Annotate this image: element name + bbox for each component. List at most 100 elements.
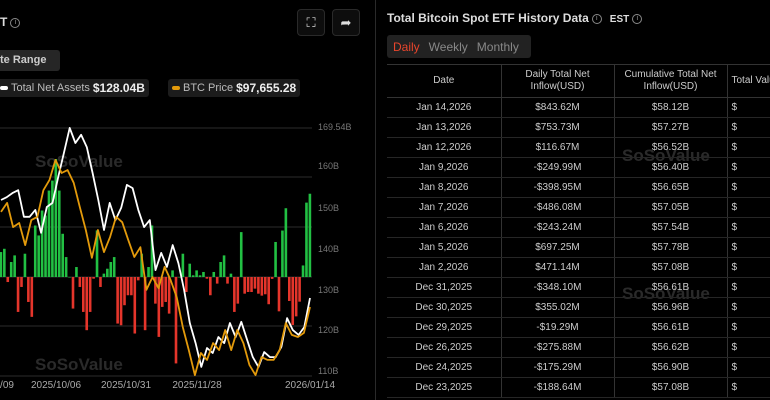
x-tick: 2025/11/28 xyxy=(172,380,222,391)
cell-cumulative-inflow: $56.62B xyxy=(614,337,728,358)
flow-bar xyxy=(102,273,106,277)
cell-date: Jan 2,2026 xyxy=(387,257,502,278)
flow-bar xyxy=(136,277,140,281)
flow-bar xyxy=(308,193,312,277)
flow-bar xyxy=(294,277,298,317)
cell-date: Jan 14,2026 xyxy=(387,97,502,118)
cell-total-value: $ xyxy=(727,377,770,398)
info-icon[interactable]: i xyxy=(591,13,602,24)
flow-bar xyxy=(270,277,274,279)
flow-bar xyxy=(263,277,267,295)
tab-monthly[interactable]: Monthly xyxy=(476,39,519,54)
cell-date: Jan 7,2026 xyxy=(387,197,502,218)
flow-bar xyxy=(198,275,202,277)
flow-bar xyxy=(250,277,253,292)
cell-date: Dec 26,2025 xyxy=(387,337,502,358)
flow-bar xyxy=(27,277,30,302)
flow-bar xyxy=(78,277,82,287)
x-tick: 2026/01/14 xyxy=(284,380,336,391)
flow-bar xyxy=(157,277,161,337)
cell-total-value: $ xyxy=(727,357,770,378)
table-row: Jan 7,2026 -$486.08M $57.05B $ xyxy=(387,197,770,218)
table-row: Jan 6,2026 -$243.24M $57.54B $ xyxy=(387,217,770,238)
flow-bar xyxy=(0,252,3,277)
flow-bar xyxy=(305,202,308,277)
flow-bar xyxy=(195,270,198,277)
flow-bar xyxy=(147,267,150,277)
cell-total-value: $ xyxy=(727,337,770,358)
flow-bar xyxy=(47,190,51,277)
flow-bar xyxy=(119,277,123,326)
table-row: Dec 26,2025 -$275.88M $56.62B $ xyxy=(387,337,770,358)
cell-cumulative-inflow: $57.08B xyxy=(614,257,728,278)
tab-daily[interactable]: Daily xyxy=(393,39,420,54)
column-header-cumulative-inflow[interactable]: Cumulative Total Net Inflow(USD) xyxy=(614,64,728,98)
flow-bar xyxy=(13,255,16,277)
cell-total-value: $ xyxy=(727,317,770,338)
flow-bar xyxy=(233,277,236,312)
cell-cumulative-inflow: $56.96B xyxy=(614,297,728,318)
cell-cumulative-inflow: $57.54B xyxy=(614,217,728,238)
cell-cumulative-inflow: $56.61B xyxy=(614,277,728,298)
share-icon: ➦ xyxy=(340,14,352,30)
flow-bar xyxy=(23,253,27,277)
flow-bar xyxy=(37,235,40,277)
flow-bar xyxy=(274,241,277,277)
legend-label: BTC Price xyxy=(183,82,234,94)
flow-bar xyxy=(178,277,181,278)
column-header-date[interactable]: Date xyxy=(387,64,502,98)
cell-total-value: $ xyxy=(727,297,770,318)
cell-total-value: $ xyxy=(727,277,770,298)
flow-bar xyxy=(95,230,99,277)
flow-bar xyxy=(85,277,89,331)
cell-date: Jan 13,2026 xyxy=(387,117,502,138)
cell-date: Jan 12,2026 xyxy=(387,137,502,158)
flow-bar xyxy=(133,277,137,334)
flow-bar xyxy=(116,277,119,324)
history-table: Date Daily Total Net Inflow(USD) Cumulat… xyxy=(387,64,770,398)
flow-bar xyxy=(92,277,95,279)
y-tick: 110B xyxy=(318,366,339,376)
legend-value: $97,655.28 xyxy=(236,81,297,95)
flow-bar xyxy=(191,275,195,277)
flow-bar xyxy=(243,277,246,294)
panel-divider xyxy=(375,0,376,400)
cell-cumulative-inflow: $56.52B xyxy=(614,137,728,158)
table-row: Jan 13,2026 $753.73M $57.27B $ xyxy=(387,117,770,138)
table-row: Dec 31,2025 -$348.10M $56.61B $ xyxy=(387,277,770,298)
fullscreen-button[interactable]: ⛶ xyxy=(297,9,325,36)
cell-date: Dec 31,2025 xyxy=(387,277,502,298)
y-tick: 160B xyxy=(318,161,340,171)
cell-daily-inflow: -$19.29M xyxy=(501,317,615,338)
cell-cumulative-inflow: $57.27B xyxy=(614,117,728,138)
info-icon[interactable]: i xyxy=(632,13,643,24)
table-row: Jan 9,2026 -$249.99M $56.40B $ xyxy=(387,157,770,178)
cell-daily-inflow: -$175.29M xyxy=(501,357,615,378)
tab-weekly[interactable]: Weekly xyxy=(428,39,468,54)
flow-bar xyxy=(164,277,167,302)
info-icon[interactable]: i xyxy=(10,17,21,28)
flow-bar xyxy=(281,230,284,277)
total-net-assets-line xyxy=(0,127,311,368)
x-tick: 2025/10/06 xyxy=(30,380,82,391)
legend-btc-price[interactable]: BTC Price $97,655.28 xyxy=(168,79,301,97)
flow-bar xyxy=(154,277,157,304)
column-header-daily-inflow[interactable]: Daily Total Net Inflow(USD) xyxy=(501,64,615,98)
flow-bar xyxy=(167,277,171,314)
table-row: Dec 24,2025 -$175.29M $56.90B $ xyxy=(387,357,770,378)
flow-bar xyxy=(181,253,185,277)
flow-bar xyxy=(212,271,216,277)
flow-bar xyxy=(205,277,209,279)
cell-cumulative-inflow: $58.12B xyxy=(614,97,728,118)
legend-total-net-assets[interactable]: Total Net Assets $128.04B xyxy=(0,79,149,97)
column-header-total-value[interactable]: Total Valu xyxy=(727,64,770,98)
share-button[interactable]: ➦ xyxy=(332,9,360,36)
flow-bar xyxy=(6,277,10,283)
flow-bar xyxy=(288,277,291,301)
date-range-button[interactable]: te Range xyxy=(0,50,60,71)
cell-daily-inflow: -$348.10M xyxy=(501,277,615,298)
flow-bar xyxy=(284,208,288,277)
cell-date: Jan 8,2026 xyxy=(387,177,502,198)
flow-bar xyxy=(267,277,270,305)
etf-flow-chart[interactable] xyxy=(0,0,376,400)
